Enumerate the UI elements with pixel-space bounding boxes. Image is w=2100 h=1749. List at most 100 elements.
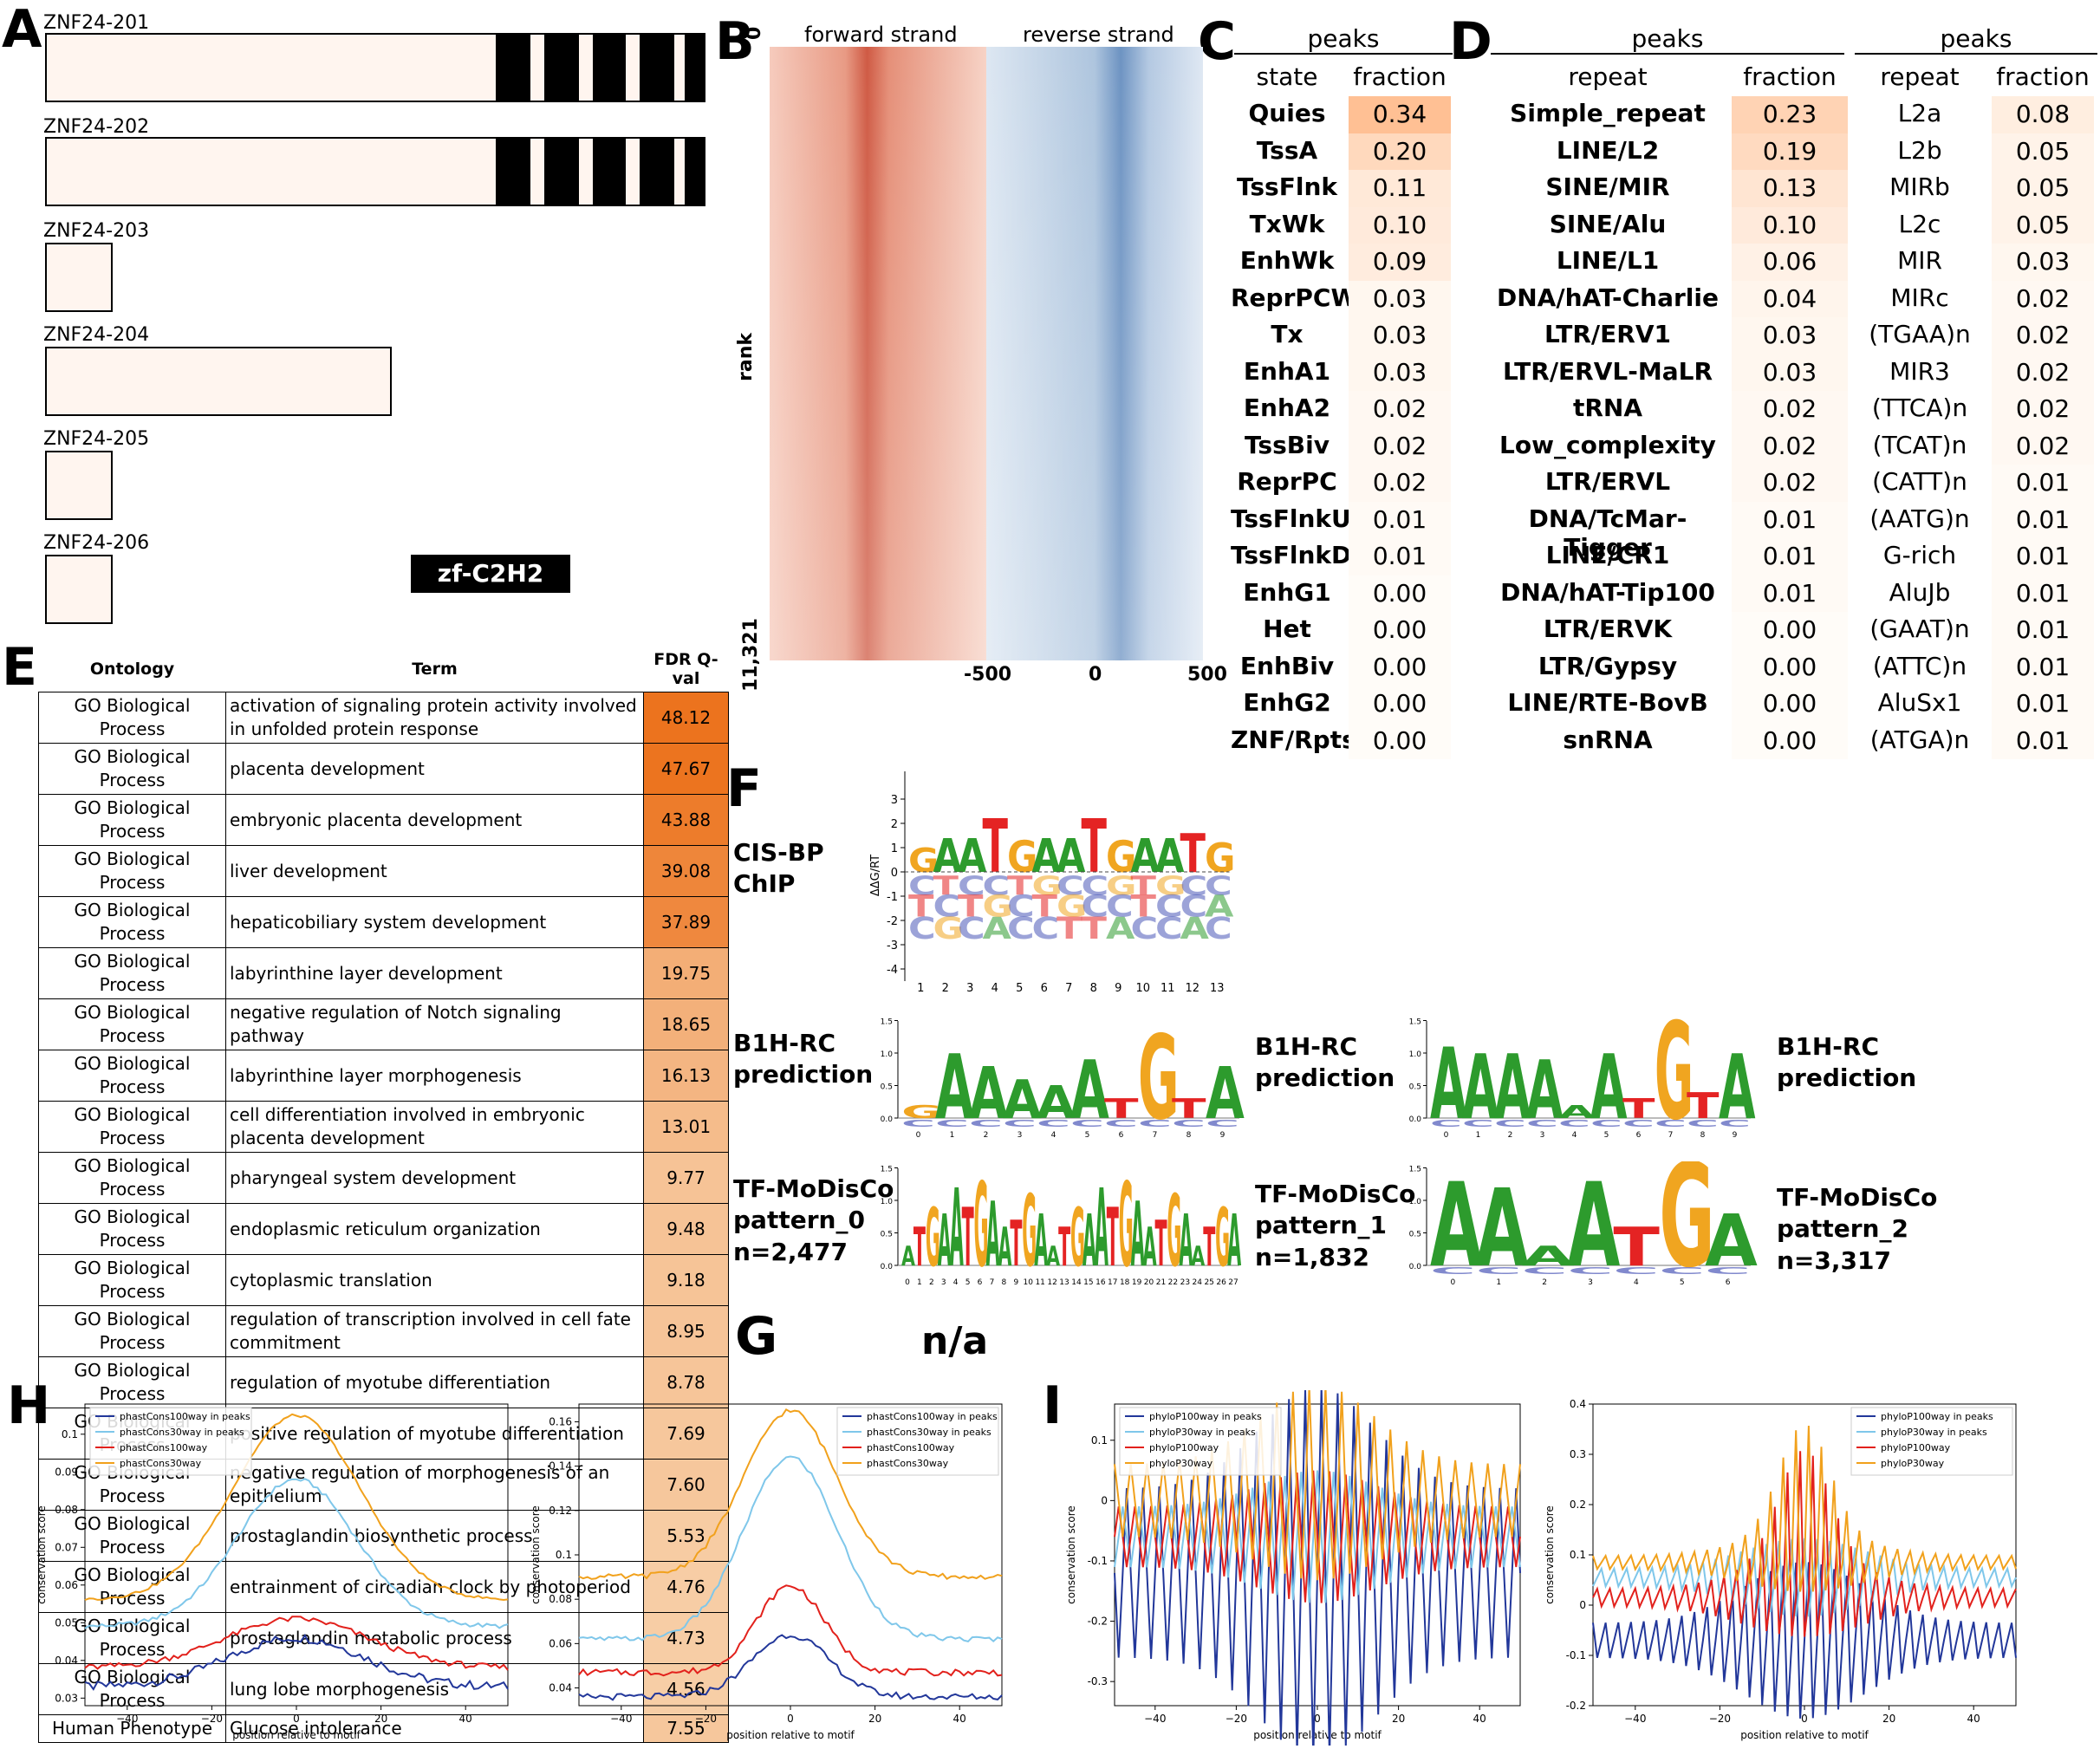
motif-letter: A (1526, 1044, 1564, 1137)
motif-letter: C (1131, 912, 1159, 946)
x-tick: 5 (1604, 1131, 1609, 1140)
motif-letter: C (1430, 1118, 1462, 1129)
header-term: Term (412, 660, 458, 679)
term-cell: negative regulation of morphogenesis of … (225, 1459, 644, 1511)
x-tick: 1 (950, 1131, 955, 1140)
panel-label-d: D (1449, 11, 1492, 72)
y-tick: 1.0 (881, 1050, 894, 1059)
motif-letter: C (1032, 912, 1060, 946)
table-row-value: 0.00 (1732, 722, 1848, 759)
transcript-bar (45, 347, 392, 416)
x-tick: 14 (1071, 1278, 1082, 1287)
motif-letter: G (1659, 1161, 1714, 1291)
term-cell: placenta development (225, 743, 644, 795)
table-row-value: 0.19 (1732, 133, 1848, 170)
motif-letter: A (1046, 1242, 1061, 1272)
y-axis-label: conservation score (36, 1505, 48, 1604)
motif-letter: A (1037, 1076, 1076, 1128)
table-row-value: 0.03 (1732, 317, 1848, 354)
table-row-value: 0.05 (1992, 170, 2094, 207)
table-row-key: SINE/Alu (1549, 209, 1667, 238)
y-tick: -3 (887, 940, 898, 953)
motif-letter: A (986, 1184, 1000, 1287)
x-tick: −20 (695, 1713, 717, 1725)
table-row-value: 0.00 (1349, 722, 1451, 759)
motif-letter: C (1568, 1265, 1614, 1277)
motif-letter: A (1179, 1200, 1193, 1284)
motif-letter: T (1131, 890, 1157, 925)
table-row-value: 0.00 (1732, 648, 1848, 686)
y-tick: 0.0 (881, 1263, 894, 1271)
fdr-cell: 8.95 (643, 1305, 729, 1357)
table-row-key: EnhWk (1239, 246, 1335, 275)
domain-legend: zf-C2H2 (411, 555, 570, 593)
table-row-key: EnhBiv (1239, 651, 1335, 680)
x-tick: 20 (1882, 1713, 1895, 1725)
column-header: repeat (1880, 62, 1960, 91)
term-cell: negative regulation of Notch signaling p… (225, 998, 644, 1050)
table-row-key: LINE/RTE-BovB (1507, 688, 1708, 717)
table-row-key: L2c (1898, 209, 1941, 238)
go-table-row: GO Biological Process cytoplasmic transla… (38, 1254, 729, 1306)
table-row-value: 0.05 (1992, 133, 2094, 170)
x-tick: 9 (1220, 1131, 1226, 1140)
series-line (578, 1455, 1003, 1643)
x-tick: 0 (1314, 1713, 1321, 1725)
x-tick: 8 (1090, 982, 1097, 995)
y-tick: 0.16 (549, 1415, 572, 1427)
motif-letter: A (1522, 1241, 1575, 1272)
x-tick: 3 (966, 982, 973, 995)
table-row-key: (AATG)n (1869, 504, 1970, 533)
motif-letter: T (913, 1215, 926, 1278)
motif-letter: A (1034, 1200, 1048, 1284)
y-tick: 0.12 (549, 1505, 572, 1517)
table-row-key: TssFlnkD (1231, 541, 1352, 569)
ontology-cell: GO Biological Process (38, 1510, 226, 1562)
motif-letter: G (901, 1102, 943, 1123)
series-line (1592, 1562, 2017, 1719)
x-tick: −40 (1624, 1713, 1646, 1725)
go-table-row: GO Biological Process embryonic placenta … (38, 794, 729, 846)
y-tick: 0.1 (62, 1428, 78, 1440)
motif-letter: T (908, 890, 934, 925)
x-tick: 5 (1016, 982, 1023, 995)
motif-letter: C (1180, 890, 1208, 925)
y-tick: 0.4 (1570, 1398, 1586, 1410)
x-tick: −20 (1226, 1713, 1247, 1725)
table-row-key: TssFlnkU (1231, 504, 1351, 533)
motif-letter: G (908, 841, 939, 880)
table-row-value: 0.11 (1349, 170, 1451, 207)
table-row-value: 0.02 (1732, 427, 1848, 465)
table-row-value: 0.05 (1992, 206, 2094, 244)
table-row-value: 0.06 (1732, 244, 1848, 281)
x-tick: 0 (916, 1131, 921, 1140)
table-row-value: 0.08 (1992, 96, 2094, 133)
y-tick: -0.2 (1566, 1700, 1586, 1712)
x-tick: 0 (1444, 1131, 1449, 1140)
table-row-key: MIRc (1890, 283, 1949, 312)
motif-letter: C (1659, 1265, 1705, 1277)
table-row-key: (ATGA)n (1869, 725, 1970, 754)
table-row-key: Low_complexity (1499, 430, 1716, 459)
x-tick: 18 (1120, 1278, 1130, 1287)
y-tick: 0.5 (1409, 1083, 1421, 1092)
motif-letter: C (983, 870, 1011, 901)
ontology-cell: Human Phenotype (38, 1714, 226, 1743)
x-tick: −40 (116, 1713, 138, 1725)
table-row-value: 0.20 (1349, 133, 1451, 170)
motif-letter: G (1106, 832, 1136, 882)
fdr-cell: 37.89 (643, 896, 729, 948)
motif-letter: G (1119, 1161, 1134, 1291)
x-tick: 40 (1473, 1713, 1486, 1725)
x-tick: 3 (941, 1278, 946, 1287)
table-row-value: 0.02 (1992, 391, 2094, 428)
motif-letter: A (958, 830, 987, 884)
legend-entry: phastCons30way in peaks (120, 1427, 244, 1438)
y-tick: -2 (887, 915, 898, 928)
y-tick: 0.08 (549, 1593, 572, 1605)
zf-domain (593, 139, 626, 205)
column-header: repeat (1568, 62, 1648, 91)
motif-letter: A (1143, 1215, 1157, 1278)
fdr-cell: 4.73 (643, 1612, 729, 1664)
